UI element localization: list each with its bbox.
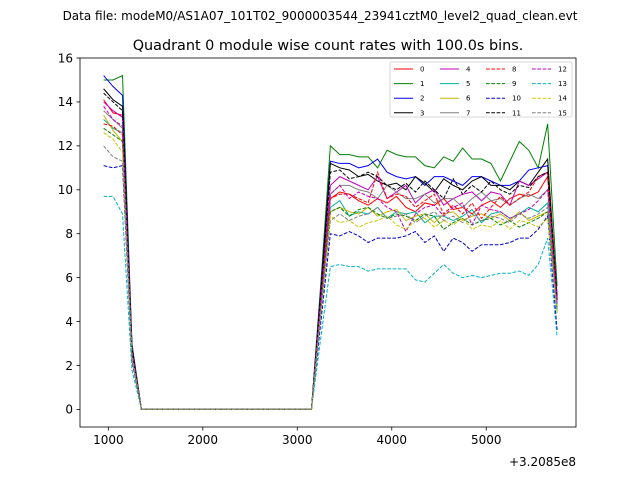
chart-title: Quadrant 0 module wise count rates with … — [133, 38, 524, 54]
series-line-2 — [103, 75, 558, 410]
series-line-14 — [103, 132, 558, 410]
axes-frame — [79, 57, 577, 428]
x-tick-label: 3000 — [282, 433, 313, 447]
legend-label-15: 15 — [558, 109, 567, 117]
y-tick-label: 0 — [65, 403, 73, 417]
plot-area — [103, 74, 558, 410]
legend-box — [389, 61, 573, 118]
x-axis-ticks: 1000 2000 3000 4000 5000 — [93, 427, 502, 447]
legend-label-0: 0 — [420, 66, 424, 74]
legend-label-2: 2 — [420, 95, 424, 103]
series-line-3 — [103, 88, 558, 410]
series-line-1 — [103, 74, 558, 410]
x-tick-label: 1000 — [93, 433, 124, 447]
legend-label-11: 11 — [512, 109, 521, 117]
legend-label-7: 7 — [466, 109, 470, 117]
legend-label-10: 10 — [512, 95, 521, 103]
x-tick-label: 2000 — [188, 433, 219, 447]
y-tick-label: 8 — [65, 227, 73, 241]
series-line-13 — [103, 195, 558, 410]
y-tick-label: 4 — [65, 315, 73, 329]
legend-label-12: 12 — [558, 66, 567, 74]
x-axis-offset-label: +3.2085e8 — [509, 455, 576, 469]
y-tick-label: 12 — [58, 139, 73, 153]
legend-label-1: 1 — [420, 80, 424, 88]
x-tick-label: 4000 — [376, 433, 407, 447]
series-line-15 — [103, 145, 558, 410]
y-tick-label: 10 — [58, 183, 73, 197]
y-tick-label: 16 — [58, 51, 73, 65]
legend-label-9: 9 — [512, 80, 516, 88]
legend-label-14: 14 — [558, 95, 567, 103]
y-tick-label: 14 — [58, 95, 73, 109]
legend-label-13: 13 — [558, 80, 567, 88]
legend-label-8: 8 — [512, 66, 516, 74]
y-tick-label: 2 — [65, 359, 73, 373]
series-line-11 — [103, 92, 558, 410]
figure-supertitle: Data file: modeM0/AS1A07_101T02_90000035… — [63, 9, 578, 23]
legend-label-5: 5 — [466, 80, 470, 88]
y-tick-label: 6 — [65, 271, 73, 285]
series-line-6 — [103, 114, 558, 410]
legend-label-4: 4 — [466, 66, 471, 74]
y-axis-ticks: 0 2 4 6 8 10 12 14 16 — [58, 51, 80, 417]
series-line-7 — [103, 110, 558, 410]
legend-label-3: 3 — [420, 109, 424, 117]
x-tick-label: 5000 — [471, 433, 502, 447]
legend-label-6: 6 — [466, 95, 471, 103]
